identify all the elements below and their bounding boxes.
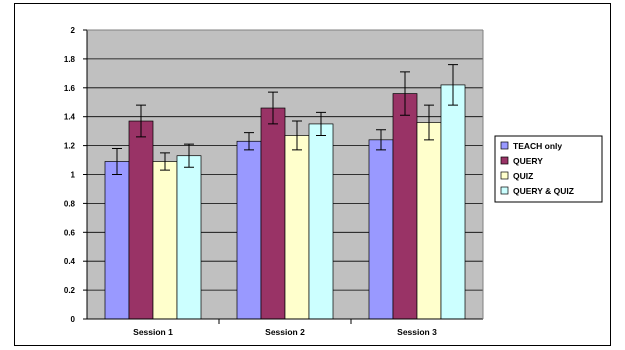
legend-label: TEACH only xyxy=(513,141,562,151)
error-bar xyxy=(292,120,302,151)
bar xyxy=(152,161,178,320)
bar xyxy=(284,135,310,320)
y-tick-label: 0.2 xyxy=(64,286,76,295)
bars xyxy=(104,84,466,320)
legend-swatch xyxy=(500,171,509,180)
y-tick-label: 0.8 xyxy=(64,199,76,208)
bar xyxy=(176,155,202,320)
error-bar xyxy=(376,129,386,151)
y-tick-label: 1 xyxy=(71,171,76,180)
legend-swatch xyxy=(500,156,509,165)
legend-label: QUIZ xyxy=(513,171,533,181)
x-category-label: Session 1 xyxy=(133,327,173,337)
error-bars xyxy=(112,64,458,175)
bar xyxy=(308,123,334,320)
error-bar xyxy=(160,152,170,171)
error-bar xyxy=(424,104,434,141)
error-bar xyxy=(400,71,410,116)
legend-swatch xyxy=(500,186,509,195)
axes xyxy=(86,29,484,320)
x-axis-labels: Session 1 Session 2 Session 3 xyxy=(133,319,437,337)
legend: TEACH only QUERY QUIZ QUERY & QUIZ xyxy=(494,135,603,203)
bar xyxy=(104,161,130,320)
y-tick-label: 1.8 xyxy=(64,55,76,64)
error-bar xyxy=(448,64,458,106)
error-bar xyxy=(136,104,146,138)
y-tick-label: 1.6 xyxy=(64,84,76,93)
y-tick-label: 0 xyxy=(71,315,76,324)
error-bar xyxy=(244,132,254,151)
error-bar xyxy=(184,143,194,168)
y-tick-label: 1.4 xyxy=(64,113,76,122)
bar xyxy=(260,107,286,320)
y-tick-label: 0.6 xyxy=(64,228,76,237)
y-tick-label: 1.2 xyxy=(64,142,76,151)
bar xyxy=(128,120,154,320)
y-axis-ticks: 0 0.2 0.4 0.6 0.8 1 1.2 1.4 1.6 1.8 2 xyxy=(64,26,87,324)
bar xyxy=(416,122,442,320)
x-category-label: Session 3 xyxy=(397,327,437,337)
y-tick-label: 2 xyxy=(71,26,76,35)
legend-label: QUERY & QUIZ xyxy=(513,186,574,196)
legend-label: QUERY xyxy=(513,156,543,166)
y-tick-label: 0.4 xyxy=(64,257,76,266)
x-category-label: Session 2 xyxy=(265,327,305,337)
bar xyxy=(368,139,394,320)
bar xyxy=(236,140,262,320)
legend-box xyxy=(494,135,603,203)
error-bar xyxy=(112,147,122,175)
legend-swatch xyxy=(500,141,509,150)
bar xyxy=(440,84,466,320)
error-bar xyxy=(268,91,278,125)
bar xyxy=(392,93,418,320)
error-bar xyxy=(316,111,326,136)
